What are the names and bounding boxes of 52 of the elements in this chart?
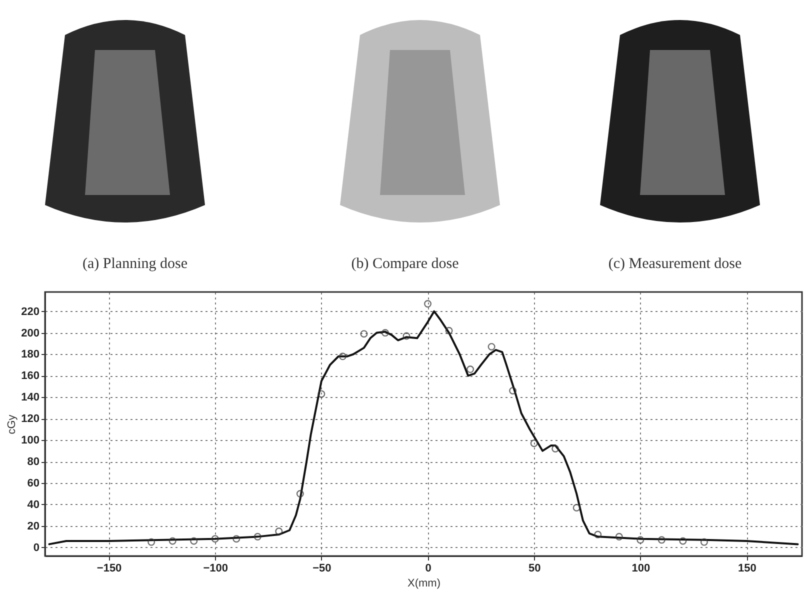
point <box>360 330 368 338</box>
y-tick-label: 220 <box>21 306 40 318</box>
point <box>211 535 219 543</box>
y-tick-label: 0 <box>33 542 40 554</box>
text: (c) Measurement dose <box>607 256 743 273</box>
point <box>594 530 602 538</box>
x-tick-label: −100 <box>203 562 228 574</box>
point <box>148 538 156 546</box>
y-tick-label: 140 <box>21 392 40 404</box>
point <box>636 536 644 544</box>
x-tick-label: 100 <box>632 562 650 574</box>
text: (b) Compare dose <box>350 256 460 273</box>
text: (a) Planning dose <box>82 256 188 273</box>
point <box>679 537 687 545</box>
line-series <box>48 310 799 546</box>
x-axis-title: X(mm) <box>408 578 440 590</box>
point <box>658 536 666 544</box>
point <box>445 326 453 334</box>
y-tick-label: 160 <box>21 370 40 382</box>
point <box>552 444 560 452</box>
point <box>466 366 474 374</box>
point <box>381 329 389 337</box>
y-tick-label: 100 <box>21 434 40 447</box>
y-tick-label: 80 <box>27 456 40 468</box>
y-tick-label: 20 <box>27 520 40 532</box>
point <box>296 490 304 498</box>
point <box>318 390 326 398</box>
x-tick-label: 150 <box>738 562 756 574</box>
x-tick-label: −50 <box>312 562 332 574</box>
point <box>402 332 410 340</box>
point <box>615 532 623 540</box>
point <box>509 386 517 394</box>
point <box>275 528 283 536</box>
y-tick-label: 180 <box>21 348 40 361</box>
y-tick-label: 200 <box>21 327 40 340</box>
point <box>530 440 538 448</box>
point <box>338 352 346 360</box>
point <box>488 342 496 350</box>
point <box>700 538 708 546</box>
y-tick-label: 40 <box>27 498 40 511</box>
y-tick-label: 120 <box>21 413 40 426</box>
point <box>190 537 198 545</box>
y-axis-title: cGy <box>6 414 18 434</box>
point <box>232 535 240 543</box>
point <box>572 504 580 512</box>
point <box>424 300 432 308</box>
x-tick-label: −150 <box>96 562 122 574</box>
x-tick-label: 50 <box>528 562 541 574</box>
point <box>168 537 176 545</box>
x-tick-label: 0 <box>425 562 432 574</box>
y-tick-label: 60 <box>27 478 40 490</box>
point <box>254 532 262 540</box>
